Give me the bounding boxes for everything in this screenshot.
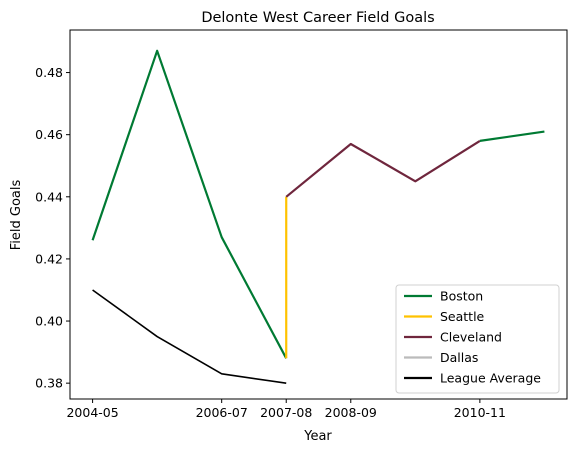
legend-label-cleveland: Cleveland xyxy=(440,330,502,345)
x-tick-label: 2006-07 xyxy=(196,405,248,420)
axis-ticks: 2004-05 2006-07 2007-08 2008-09 2010-11 0.38 0… xyxy=(35,65,506,420)
legend-label-league-average: League Average xyxy=(440,371,541,386)
x-tick-label: 2007-08 xyxy=(260,405,312,420)
series-line-boston-continued xyxy=(479,130,545,142)
x-tick-label: 2010-11 xyxy=(454,405,506,420)
y-tick-label: 0.44 xyxy=(35,189,63,204)
series-line-league-average xyxy=(92,289,287,384)
x-axis-label: Year xyxy=(303,429,332,444)
x-tick-label: 2004-05 xyxy=(66,405,118,420)
series-line-cleveland xyxy=(285,139,481,198)
legend-label-seattle: Seattle xyxy=(440,309,485,324)
series-line-boston xyxy=(91,49,288,359)
y-tick-label: 0.46 xyxy=(35,127,63,142)
y-tick-label: 0.38 xyxy=(35,376,63,391)
chart-title: Delonte West Career Field Goals xyxy=(201,10,434,26)
y-axis-label: Field Goals xyxy=(9,180,24,251)
legend-label-boston: Boston xyxy=(440,289,483,304)
plot-area-frame xyxy=(69,29,568,400)
y-tick-label: 0.42 xyxy=(35,251,63,266)
plot-lines xyxy=(91,49,545,384)
y-tick-label: 0.40 xyxy=(35,314,63,329)
legend-label-dallas: Dallas xyxy=(440,350,478,365)
legend: Boston Seattle Cleveland Dallas League Avera… xyxy=(395,284,560,394)
y-tick-label: 0.48 xyxy=(35,65,63,80)
x-tick-label: 2008-09 xyxy=(325,405,377,420)
legend-box xyxy=(395,284,560,394)
